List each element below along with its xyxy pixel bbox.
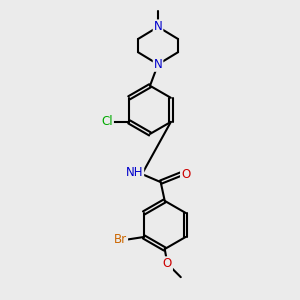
Text: NH: NH	[126, 166, 143, 179]
Text: N: N	[154, 58, 162, 71]
Text: N: N	[154, 20, 162, 33]
Text: O: O	[163, 257, 172, 270]
Text: Br: Br	[114, 233, 127, 246]
Text: Cl: Cl	[101, 116, 113, 128]
Text: O: O	[181, 168, 190, 181]
